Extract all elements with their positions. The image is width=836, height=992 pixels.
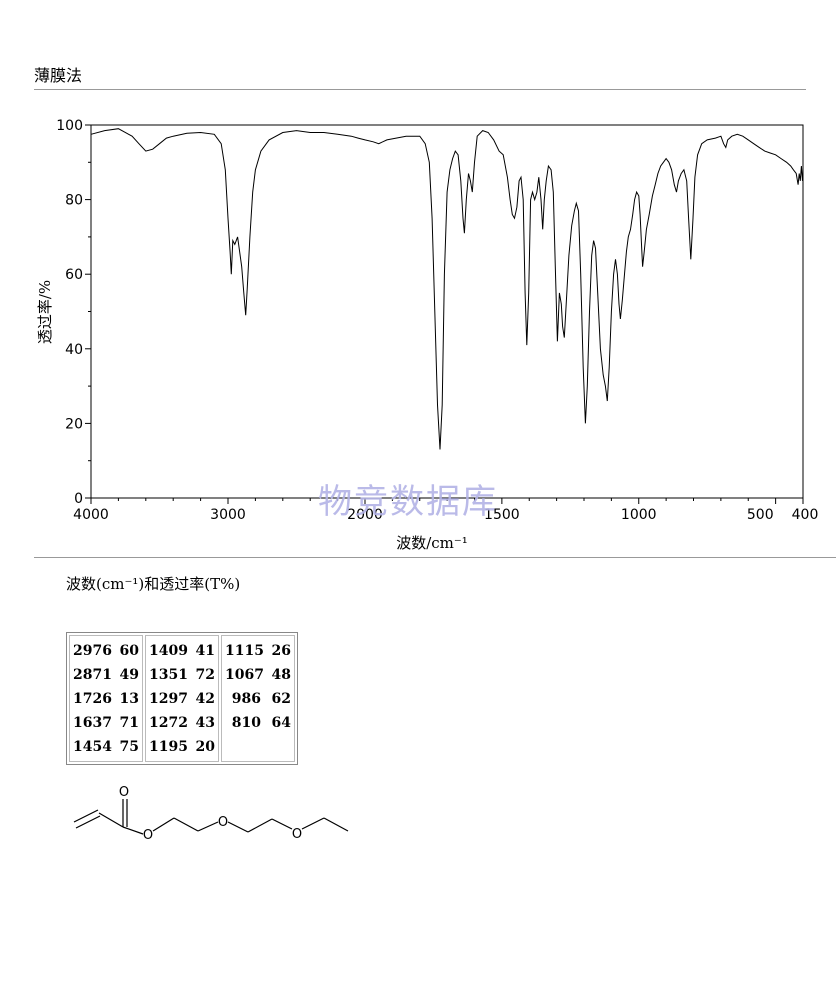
atom-label: O: [292, 827, 302, 842]
watermark: 物竞数据库: [318, 482, 498, 522]
divider-top: [34, 89, 806, 90]
x-tick-label: 4000: [73, 507, 109, 523]
peak-transmittance: 75: [119, 739, 139, 755]
bond: [122, 826, 144, 835]
peak-transmittance: 26: [271, 643, 291, 659]
peak-entry: 810 64: [225, 711, 291, 735]
peak-entry: 1115 26: [225, 639, 291, 663]
peak-wavenumber: 986: [231, 691, 261, 707]
atom-label: O: [218, 815, 228, 830]
peak-transmittance: 43: [195, 715, 215, 731]
chemical-structure: O O O O: [73, 785, 349, 843]
bond: [75, 815, 101, 829]
bond: [73, 809, 99, 823]
peak-column: 1115 26 1067 48 986 62 810 64: [221, 635, 295, 762]
y-axis-ticks: [85, 124, 91, 499]
peak-wavenumber: 1067: [225, 667, 264, 683]
x-tick-label: 2000: [347, 507, 383, 523]
peak-transmittance: 49: [119, 667, 139, 683]
peak-entry: 1637 71: [73, 711, 139, 735]
x-tick-label: 1500: [484, 507, 520, 523]
peak-entry: 1454 75: [73, 735, 139, 759]
peak-transmittance: 20: [195, 739, 215, 755]
peak-transmittance: 62: [271, 691, 291, 707]
x-axis-ticks: [90, 498, 804, 504]
peak-wavenumber: 1297: [149, 691, 188, 707]
peak-transmittance: 48: [271, 667, 291, 683]
x-tick-label: 1000: [621, 507, 657, 523]
divider-middle: [34, 557, 836, 558]
y-tick-label: 0: [74, 491, 83, 507]
peak-transmittance: 13: [119, 691, 139, 707]
peak-transmittance: 64: [271, 715, 291, 731]
peak-wavenumber: 1351: [149, 667, 188, 683]
bond: [173, 817, 199, 832]
y-tick-label: 60: [65, 267, 83, 283]
bond: [301, 817, 325, 830]
spectrum-line: [90, 128, 804, 450]
peak-entry: 2976 60: [73, 639, 139, 663]
bond: [271, 818, 293, 830]
y-tick-label: 40: [65, 342, 83, 358]
plot-frame: [90, 124, 804, 499]
y-tick-label: 80: [65, 193, 83, 209]
peak-column: 2976 60 2871 49 1726 13 1637 71 1454 75: [69, 635, 143, 762]
peak-wavenumber: 810: [231, 715, 261, 731]
x-tick-label: 500: [747, 507, 774, 523]
bond: [247, 818, 273, 833]
atom-label: O: [143, 828, 153, 843]
peak-wavenumber: 2871: [73, 667, 112, 683]
peak-transmittance: 71: [119, 715, 139, 731]
peak-entry: 1195 20: [149, 735, 215, 759]
peak-entry: 1351 72: [149, 663, 215, 687]
peak-transmittance: 72: [195, 667, 215, 683]
peak-wavenumber: 1272: [149, 715, 188, 731]
bond: [152, 817, 175, 832]
x-axis-tick-labels: 4000 3000 2000 1500 1000 500 400: [73, 507, 818, 523]
peak-table: 2976 60 2871 49 1726 13 1637 71 1454 75 1409 41 1351…: [66, 632, 298, 765]
peak-entry: 986 62: [225, 687, 291, 711]
peak-table-row: 2976 60 2871 49 1726 13 1637 71 1454 75 1409 41 1351…: [69, 635, 295, 762]
peak-entry: 1409 41: [149, 639, 215, 663]
bond: [323, 817, 349, 832]
x-tick-label: 3000: [210, 507, 246, 523]
peak-transmittance: 42: [195, 691, 215, 707]
peak-entry: 1272 43: [149, 711, 215, 735]
atom-label: O: [119, 785, 129, 800]
peak-column: 1409 41 1351 72 1297 42 1272 43 1195 20: [145, 635, 219, 762]
bond: [98, 812, 124, 828]
ir-spectrum-chart: 4000 3000 2000 1500 1000 500 400 020406080100 …: [36, 118, 818, 550]
peak-wavenumber: 1115: [225, 643, 264, 659]
peak-wavenumber: 1454: [73, 739, 112, 755]
bond: [197, 821, 219, 832]
y-axis-tick-labels: 0 20 40 60 80 100: [56, 118, 83, 507]
peak-wavenumber: 2976: [73, 643, 112, 659]
y-axis-label: 透过率/%: [36, 280, 54, 344]
peaks-caption: 波数(cm⁻¹)和透过率(T%): [66, 575, 241, 593]
peak-entry: 1067 48: [225, 663, 291, 687]
peak-entry: 1297 42: [149, 687, 215, 711]
peak-entry: [225, 735, 291, 759]
method-title: 薄膜法: [34, 66, 83, 85]
x-tick-label: 400: [792, 507, 819, 523]
bond: [227, 821, 249, 833]
peak-wavenumber: 1637: [73, 715, 112, 731]
x-axis-label: 波数/cm⁻¹: [396, 534, 468, 550]
peak-wavenumber: 1409: [149, 643, 188, 659]
y-tick-label: 20: [65, 416, 83, 432]
peak-wavenumber: 1195: [149, 739, 188, 755]
peak-entry: 2871 49: [73, 663, 139, 687]
peak-entry: 1726 13: [73, 687, 139, 711]
peak-transmittance: 41: [195, 643, 215, 659]
y-tick-label: 100: [56, 118, 83, 134]
peak-transmittance: 60: [119, 643, 139, 659]
peak-wavenumber: 1726: [73, 691, 112, 707]
